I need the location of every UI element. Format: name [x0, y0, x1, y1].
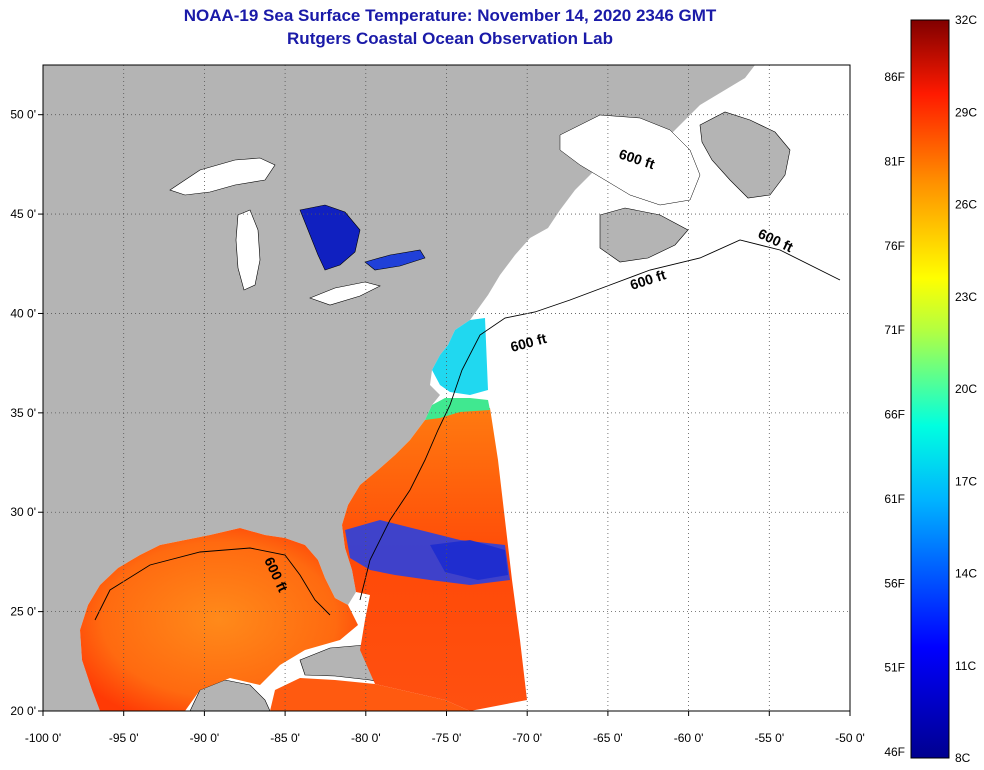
graticule	[43, 65, 850, 711]
colorbar-c-label: 23C	[955, 290, 977, 304]
map-title: NOAA-19 Sea Surface Temperature: Novembe…	[183, 6, 717, 25]
sst-caribbean	[270, 678, 470, 711]
land-nova-scotia	[599, 207, 689, 263]
colorbar-c-label: 17C	[955, 474, 977, 488]
map-subtitle: Rutgers Coastal Ocean Observation Lab	[287, 29, 613, 48]
colorbar-c-label: 29C	[955, 105, 977, 119]
sst-hatteras-green	[425, 398, 490, 420]
lon-tick-label: -70 0'	[512, 731, 542, 745]
lat-tick-label: 40 0'	[10, 306, 36, 320]
lon-tick-label: -85 0'	[270, 731, 300, 745]
lat-axis: 20 0' 25 0' 30 0' 35 0' 40 0' 45 0' 50 0'	[10, 108, 43, 718]
lat-tick-label: 50 0'	[10, 108, 36, 122]
lon-tick-label: -100 0'	[25, 731, 61, 745]
land-mass	[43, 65, 755, 711]
lon-tick-label: -80 0'	[351, 731, 381, 745]
sst-mid-atlantic	[432, 318, 488, 395]
lon-tick-label: -75 0'	[432, 731, 462, 745]
colorbar-c-label: 20C	[955, 382, 977, 396]
colorbar-c-label: 14C	[955, 567, 977, 581]
lon-tick-label: -90 0'	[190, 731, 220, 745]
colorbar-f-label: 81F	[884, 154, 905, 168]
st-lawrence-nodata	[559, 114, 701, 206]
lat-tick-label: 30 0'	[10, 505, 36, 519]
colorbar-c-label: 11C	[955, 659, 976, 673]
colorbar-c-label: 8C	[955, 751, 971, 765]
colorbar-c-label: 26C	[955, 198, 977, 212]
colorbar-f-label: 46F	[884, 745, 905, 759]
sst-cold-patch-2	[430, 540, 508, 580]
colorbar-f-label: 71F	[884, 323, 905, 337]
lon-tick-label: -95 0'	[109, 731, 139, 745]
colorbar-fahrenheit-labels: 86F 81F 76F 71F 66F 61F 56F 51F 46F	[884, 70, 905, 759]
lat-tick-label: 20 0'	[10, 704, 36, 718]
lon-tick-label: -55 0'	[754, 731, 784, 745]
colorbar-c-label: 32C	[955, 13, 977, 27]
sst-gulf-of-mexico	[80, 528, 358, 711]
land-newfoundland	[699, 111, 791, 199]
colorbar-celsius-labels: 32C 29C 26C 23C 20C 17C 14C 11C 8C	[955, 13, 977, 765]
lat-tick-label: 45 0'	[10, 207, 36, 221]
colorbar	[910, 19, 950, 759]
lon-tick-label: -65 0'	[593, 731, 623, 745]
lon-tick-label: -50 0'	[835, 731, 865, 745]
great-lakes-superior	[169, 157, 276, 196]
colorbar-f-label: 61F	[884, 492, 905, 506]
lon-axis: -100 0' -95 0' -90 0' -85 0' -80 0' -75 0' -70…	[25, 711, 865, 745]
colorbar-f-label: 56F	[884, 576, 905, 590]
lon-tick-label: -60 0'	[674, 731, 704, 745]
colorbar-f-label: 86F	[884, 70, 905, 84]
colorbar-f-label: 76F	[884, 239, 905, 253]
lat-tick-label: 25 0'	[10, 605, 36, 619]
great-lakes-erie	[364, 249, 426, 271]
colorbar-f-label: 66F	[884, 408, 905, 422]
great-lakes-huron	[299, 204, 361, 271]
great-lakes-ontario	[309, 281, 381, 306]
lat-tick-label: 35 0'	[10, 406, 36, 420]
great-lakes-michigan	[235, 209, 261, 291]
colorbar-f-label: 51F	[884, 661, 905, 675]
